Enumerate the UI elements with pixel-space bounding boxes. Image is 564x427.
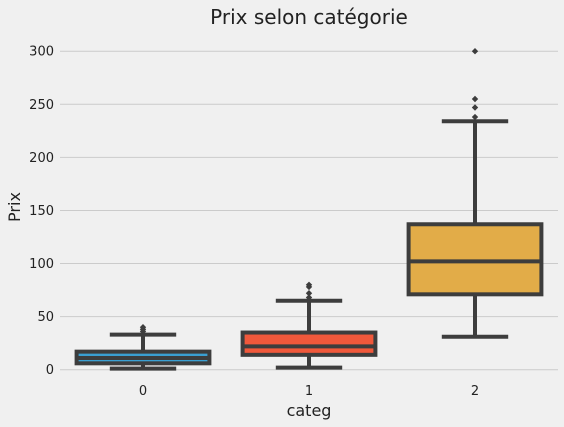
y-tick-labels: 0 50 100 150 200 250 300 bbox=[29, 45, 54, 378]
y-tick-300: 300 bbox=[29, 45, 54, 60]
y-tick-100: 100 bbox=[29, 257, 54, 272]
box-category-0 bbox=[74, 324, 212, 371]
box-category-1 bbox=[240, 281, 378, 370]
outlier-point bbox=[305, 294, 313, 301]
y-axis-title: Prix bbox=[5, 192, 24, 222]
outlier-point bbox=[471, 104, 479, 111]
y-tick-250: 250 bbox=[29, 98, 54, 113]
x-axis-title: categ bbox=[287, 401, 332, 420]
x-tick-0: 0 bbox=[139, 384, 147, 399]
x-tick-1: 1 bbox=[305, 384, 313, 399]
outlier-point bbox=[471, 48, 479, 55]
outlier-point bbox=[471, 113, 479, 121]
box-category-2 bbox=[406, 48, 544, 339]
outlier-point bbox=[305, 281, 313, 288]
y-tick-200: 200 bbox=[29, 151, 54, 166]
x-tick-2: 2 bbox=[471, 384, 479, 399]
box-iqr bbox=[406, 222, 544, 297]
box-iqr bbox=[240, 330, 378, 357]
outlier-point bbox=[139, 324, 147, 331]
y-tick-50: 50 bbox=[37, 310, 54, 325]
boxes bbox=[74, 48, 544, 371]
chart-title: Prix selon catégorie bbox=[210, 5, 408, 29]
outlier-point bbox=[305, 290, 313, 297]
x-tick-labels: 0 1 2 bbox=[139, 384, 479, 399]
y-tick-150: 150 bbox=[29, 204, 54, 219]
outlier-point bbox=[471, 95, 479, 103]
y-tick-0: 0 bbox=[46, 363, 54, 378]
